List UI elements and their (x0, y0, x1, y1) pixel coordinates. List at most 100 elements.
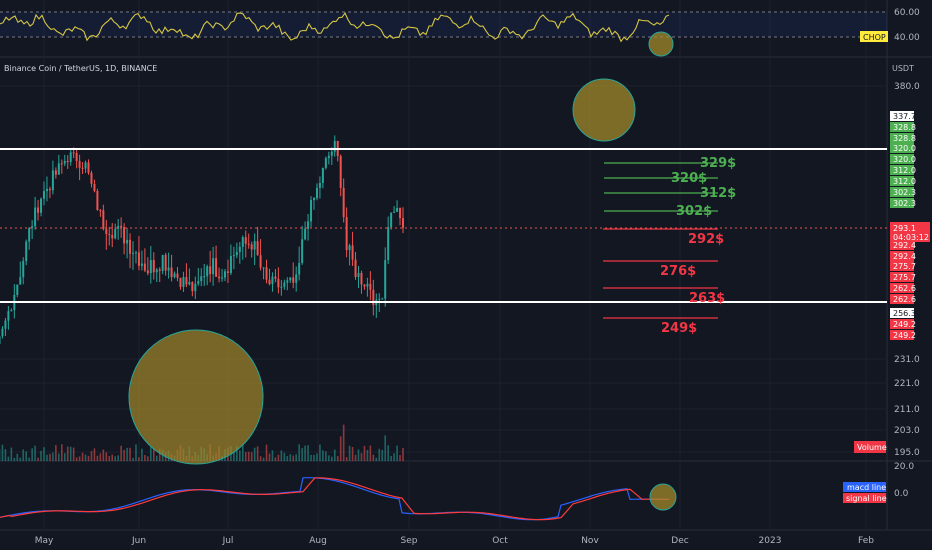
price-tag-10: 292.4 (890, 251, 916, 261)
time-axis[interactable]: May Jun Jul Aug Sep Oct Nov Dec 2023 Feb (35, 536, 875, 546)
candle-197 (354, 252, 357, 280)
candle-213 (402, 207, 405, 234)
candle-126 (143, 248, 146, 273)
macd-line (0, 477, 669, 521)
candle-92 (43, 181, 45, 206)
candle-128 (149, 246, 152, 284)
volume-bar-90 (37, 457, 39, 461)
price-tag-13: 262.6 (890, 283, 916, 293)
volume-bar-115 (111, 454, 114, 461)
volume-bar-205 (378, 448, 381, 461)
candle-117 (117, 219, 120, 240)
range-lines[interactable] (0, 148, 887, 303)
volume-bar-100 (66, 446, 69, 461)
volume-bar-99 (63, 453, 66, 461)
volume-bar-164 (256, 446, 259, 461)
svg-text:320.0: 320.0 (893, 144, 916, 153)
candle-79 (4, 317, 7, 336)
volume-bar-83 (16, 453, 19, 461)
candle-88 (31, 220, 34, 240)
candle-161 (247, 233, 250, 249)
candle-172 (280, 280, 283, 296)
macd-highlight-circle (649, 483, 677, 511)
price-axis[interactable]: 380.0 231.0 221.0 211.0 203.0 195.0 60.00 40.00… (894, 8, 920, 499)
volume-bar-167 (265, 444, 268, 461)
volume-bar-204 (375, 457, 378, 461)
candle-107 (87, 159, 90, 175)
volume-bar-194 (345, 457, 348, 461)
volume-bar-158 (239, 450, 241, 461)
level-label-1: 320$ (671, 171, 707, 186)
candle-195 (348, 243, 351, 266)
svg-text:302.3: 302.3 (893, 188, 916, 197)
volume-bar-192 (339, 436, 342, 461)
horizontal-levels[interactable]: 329$320$312$ 302$ 292$ 276$ 263$ 249$ (603, 156, 736, 336)
volume-bar-179 (301, 448, 303, 461)
volume-bar-188 (328, 455, 330, 461)
price-tag-6: 312.0 (890, 176, 916, 186)
volume-bar-156 (233, 452, 235, 461)
price-tag-12: 275.7 (890, 272, 916, 282)
volume-label: Volume (857, 443, 887, 452)
candle-137 (176, 266, 179, 282)
volume-bar-182 (310, 454, 312, 461)
candle-171 (277, 267, 280, 294)
level-label-6: 263$ (689, 291, 725, 306)
volume-bar-120 (126, 447, 128, 461)
svg-text:249.2: 249.2 (893, 320, 916, 329)
volume-bar-162 (250, 452, 253, 461)
candle-153 (223, 269, 226, 282)
volume-bar-163 (253, 447, 256, 461)
volume-bar-210 (393, 453, 395, 461)
candle-134 (167, 252, 170, 279)
svg-text:302.3: 302.3 (893, 199, 916, 208)
candle-104 (78, 154, 81, 181)
candles (0, 135, 405, 345)
svg-text:312.0: 312.0 (893, 177, 916, 186)
volume-bar-108 (90, 451, 93, 461)
volume-bar-165 (259, 456, 262, 461)
candle-142 (191, 281, 194, 297)
volume-bar-96 (55, 445, 57, 461)
volume-bar-212 (399, 455, 401, 461)
signal-label: signal line (846, 494, 887, 503)
y-tick-2: 221.0 (894, 379, 920, 389)
candle-179 (301, 225, 304, 265)
candle-198 (357, 265, 360, 288)
volume-bar-159 (241, 445, 244, 461)
candle-112 (102, 204, 105, 231)
candle-140 (185, 263, 188, 288)
candle-209 (390, 212, 393, 230)
chop-highlight-circle (648, 31, 674, 57)
volume-bar-88 (31, 448, 33, 461)
candle-203 (372, 279, 375, 316)
level-label-0: 329$ (700, 156, 736, 171)
volume-bar-103 (75, 457, 78, 461)
volume-bar-209 (390, 455, 392, 461)
volume-bar-206 (381, 449, 384, 461)
candle-98 (60, 159, 63, 174)
svg-text:328.8: 328.8 (893, 123, 916, 132)
candle-166 (262, 267, 265, 280)
candle-132 (161, 254, 164, 275)
volume-bar-118 (120, 445, 122, 461)
candle-212 (399, 207, 402, 226)
volume-bar-102 (72, 447, 75, 461)
signal-line (0, 477, 669, 521)
svg-text:249.2: 249.2 (893, 331, 916, 340)
candle-115 (111, 223, 114, 248)
volume-bar-93 (46, 454, 48, 461)
macd-pane[interactable] (0, 477, 677, 521)
chop-pane[interactable] (0, 11, 887, 57)
candle-185 (318, 176, 321, 199)
candle-156 (232, 246, 235, 270)
candle-192 (339, 154, 342, 197)
volume-bar-173 (283, 452, 286, 461)
volume-bar-211 (396, 445, 398, 461)
candle-188 (327, 151, 330, 165)
svg-text:292.4: 292.4 (893, 241, 916, 250)
candle-147 (206, 264, 209, 286)
candle-131 (158, 267, 161, 282)
volume-bar-105 (81, 452, 84, 461)
